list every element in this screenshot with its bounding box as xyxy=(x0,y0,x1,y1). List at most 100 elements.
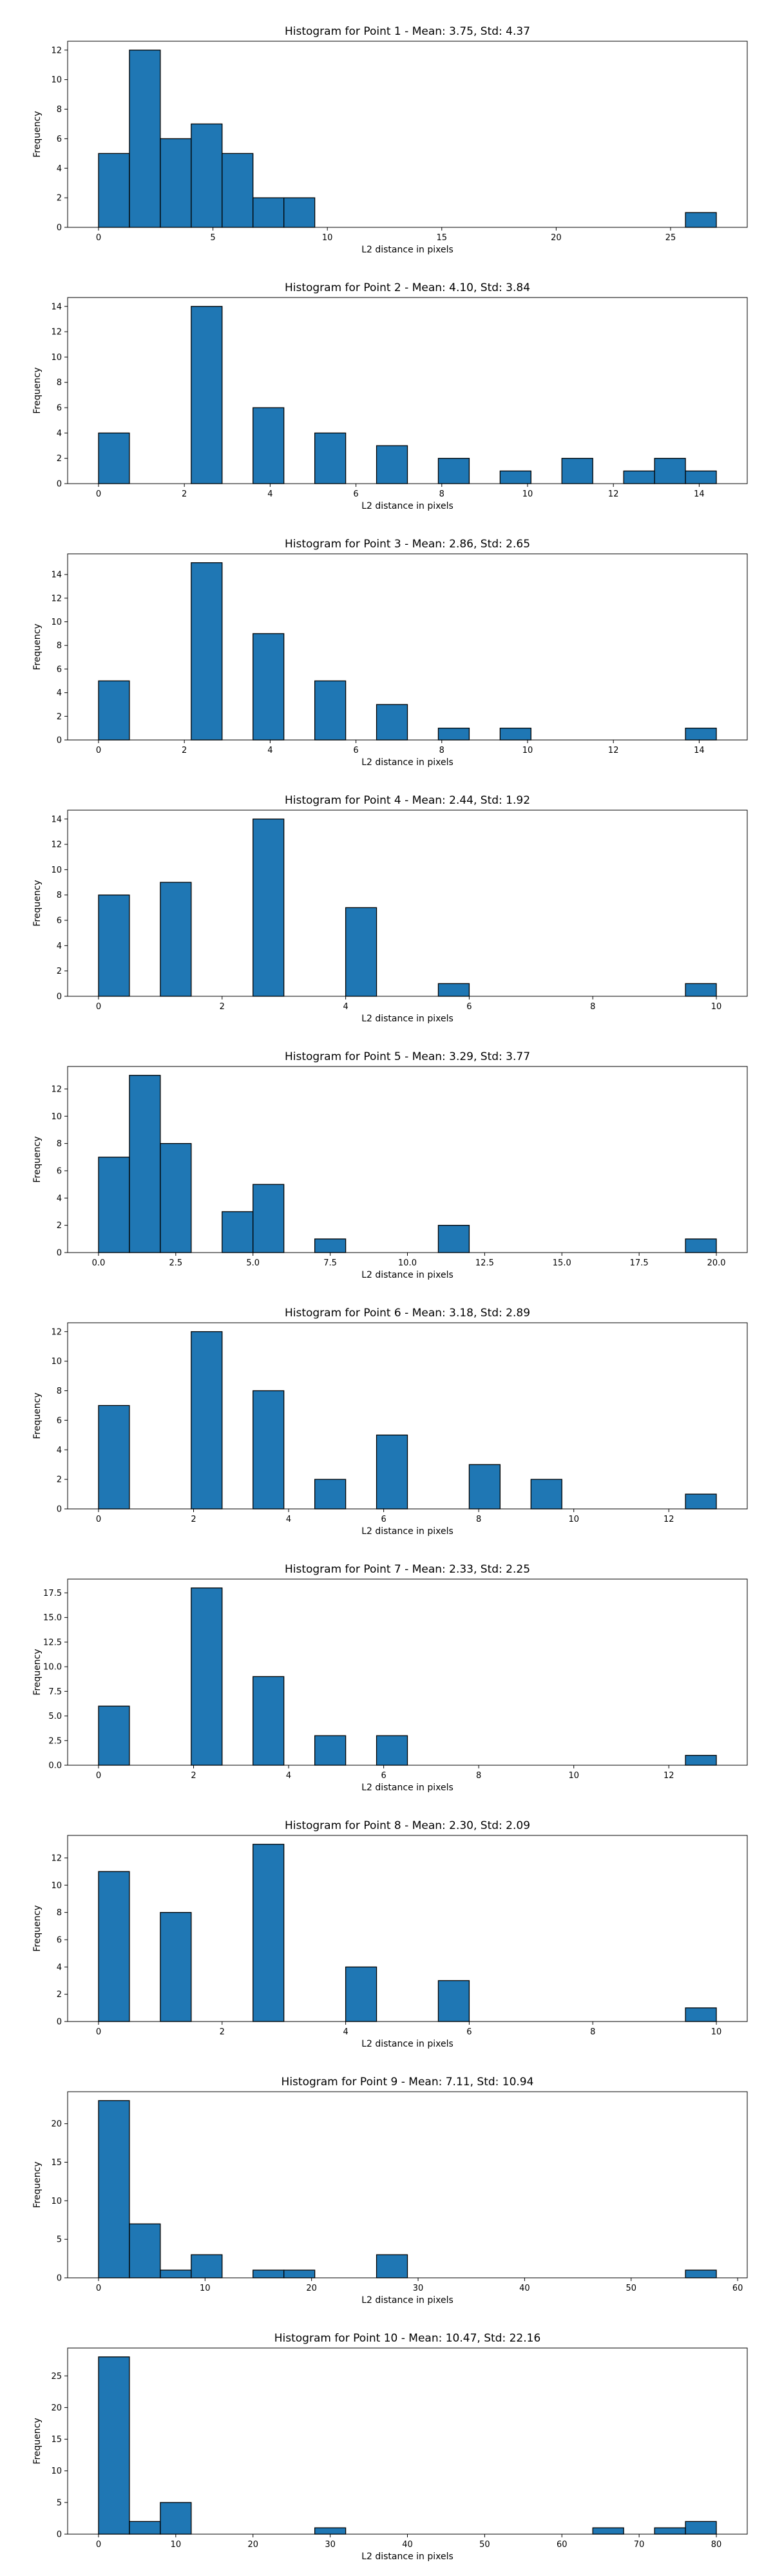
y-tick-label: 4 xyxy=(57,688,62,698)
y-tick-label: 0.0 xyxy=(48,1761,62,1771)
y-tick-label: 10 xyxy=(51,2467,62,2476)
y-tick-label: 4 xyxy=(57,164,62,174)
x-tick-label: 10 xyxy=(711,1002,722,1012)
y-tick-label: 0 xyxy=(57,223,62,233)
histogram-bar xyxy=(98,680,130,741)
histogram-bar xyxy=(98,153,130,228)
x-tick-label: 2 xyxy=(182,489,187,499)
y-tick-label: 25 xyxy=(51,2372,62,2382)
y-tick-label: 10 xyxy=(51,75,62,85)
y-tick-label: 2 xyxy=(57,1990,62,2000)
x-tick-label: 6 xyxy=(381,1771,386,1781)
histogram-bar xyxy=(129,2223,161,2278)
y-tick-label: 0 xyxy=(57,1249,62,1258)
x-tick-label: 8 xyxy=(590,1002,595,1012)
x-tick-label: 10.0 xyxy=(398,1258,417,1268)
x-tick-label: 5.0 xyxy=(246,1258,260,1268)
histogram-bar xyxy=(499,728,531,741)
y-tick-label: 10 xyxy=(51,1357,62,1367)
x-tick-label: 2.5 xyxy=(169,1258,182,1268)
x-axis-label: L2 distance in pixels xyxy=(361,2039,453,2049)
x-tick-label: 12 xyxy=(663,1771,674,1781)
y-tick-label: 14 xyxy=(51,815,62,824)
y-tick-label: 15 xyxy=(51,2435,62,2445)
histogram-bar xyxy=(253,1184,285,1253)
histogram-bar xyxy=(98,895,130,997)
histogram-bar xyxy=(129,2521,161,2535)
histogram-bar xyxy=(437,458,470,484)
histogram-bar xyxy=(160,1911,192,2022)
y-axis-label: Frequency xyxy=(32,2161,43,2208)
histogram-bar xyxy=(623,470,655,484)
histogram-panel-9: Histogram for Point 9 - Mean: 7.11, Std:… xyxy=(32,2076,748,2306)
y-axis-label: Frequency xyxy=(32,111,43,157)
x-tick-label: 20 xyxy=(247,2540,258,2550)
histogram-bar xyxy=(314,1238,347,1253)
histogram-bar xyxy=(160,2269,192,2278)
y-tick-label: 10 xyxy=(51,353,62,363)
y-tick-label: 4 xyxy=(57,1963,62,1973)
y-tick-label: 2 xyxy=(57,1221,62,1231)
x-tick-label: 4 xyxy=(286,1515,291,1524)
x-tick-label: 20.0 xyxy=(707,1258,726,1268)
y-axis-label: Frequency xyxy=(32,1136,43,1182)
x-axis-label: L2 distance in pixels xyxy=(361,2295,453,2306)
y-tick-label: 8 xyxy=(57,1908,62,1918)
y-tick-label: 0 xyxy=(57,1505,62,1515)
x-tick-label: 8 xyxy=(476,1771,481,1781)
chart-title: Histogram for Point 5 - Mean: 3.29, Std:… xyxy=(285,1050,530,1063)
x-tick-label: 7.5 xyxy=(323,1258,337,1268)
histogram-bar xyxy=(314,2527,347,2535)
y-tick-label: 15 xyxy=(51,2158,62,2168)
x-tick-label: 4 xyxy=(343,2027,348,2037)
x-tick-label: 12 xyxy=(663,1515,674,1524)
y-tick-label: 8 xyxy=(57,378,62,388)
x-tick-label: 6 xyxy=(353,746,358,755)
y-axis-label: Frequency xyxy=(32,880,43,926)
x-tick-label: 14 xyxy=(694,746,705,755)
histogram-bar xyxy=(530,1479,562,1510)
x-tick-label: 2 xyxy=(191,1515,196,1524)
chart-title: Histogram for Point 9 - Mean: 7.11, Std:… xyxy=(282,2076,534,2088)
x-tick-label: 10 xyxy=(522,746,533,755)
histogram-bar xyxy=(376,1434,408,1510)
y-tick-label: 12 xyxy=(51,1853,62,1863)
histogram-bar xyxy=(437,728,470,741)
histogram-bar xyxy=(191,1331,223,1510)
y-tick-label: 5 xyxy=(57,2235,62,2245)
x-tick-label: 50 xyxy=(479,2540,490,2550)
y-tick-label: 6 xyxy=(57,135,62,144)
x-tick-label: 20 xyxy=(306,2284,317,2293)
histogram-bar xyxy=(685,1755,717,1766)
histogram-panel-2: Histogram for Point 2 - Mean: 4.10, Std:… xyxy=(32,281,748,511)
y-tick-label: 6 xyxy=(57,1935,62,1945)
histogram-bar xyxy=(253,819,285,997)
y-tick-label: 14 xyxy=(51,302,62,312)
y-tick-label: 10 xyxy=(51,1112,62,1122)
x-tick-label: 10 xyxy=(522,489,533,499)
y-tick-label: 5.0 xyxy=(48,1712,62,1721)
y-axis-label: Frequency xyxy=(32,367,43,413)
chart-title: Histogram for Point 4 - Mean: 2.44, Std:… xyxy=(285,794,530,807)
x-tick-label: 8 xyxy=(476,1515,481,1524)
histogram-bar xyxy=(98,2356,130,2535)
histogram-panel-10: Histogram for Point 10 - Mean: 10.47, St… xyxy=(32,2332,748,2562)
x-axis-label: L2 distance in pixels xyxy=(361,1270,453,1280)
histogram-panel-7: Histogram for Point 7 - Mean: 2.33, Std:… xyxy=(32,1563,748,1793)
y-tick-label: 4 xyxy=(57,942,62,951)
histogram-bar xyxy=(437,1980,470,2022)
y-tick-label: 4 xyxy=(57,429,62,439)
chart-title: Histogram for Point 1 - Mean: 3.75, Std:… xyxy=(285,25,530,38)
histogram-panel-8: Histogram for Point 8 - Mean: 2.30, Std:… xyxy=(32,1819,748,2049)
histogram-panel-6: Histogram for Point 6 - Mean: 3.18, Std:… xyxy=(32,1307,748,1537)
histogram-bar xyxy=(129,50,161,228)
x-tick-label: 30 xyxy=(325,2540,336,2550)
y-tick-label: 0 xyxy=(57,480,62,489)
histogram-bar xyxy=(376,1735,408,1766)
x-tick-label: 60 xyxy=(557,2540,568,2550)
histogram-bar xyxy=(253,1676,285,1766)
x-axis-label: L2 distance in pixels xyxy=(361,245,453,255)
histogram-bar xyxy=(191,306,223,484)
x-tick-label: 6 xyxy=(466,1002,472,1012)
